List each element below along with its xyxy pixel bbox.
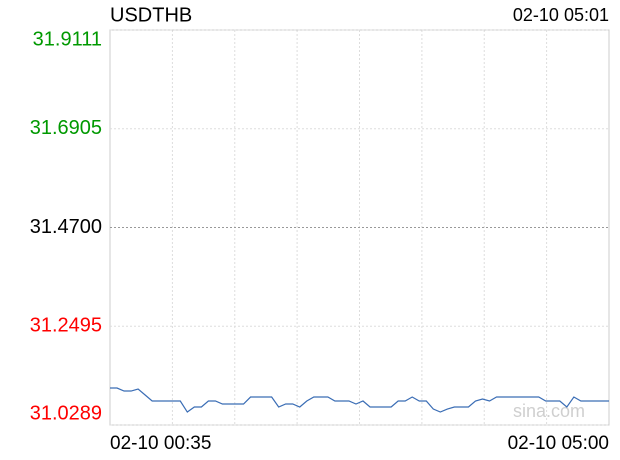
watermark: sina.com [513, 401, 585, 421]
y-tick-label: 31.9111 [33, 28, 102, 50]
y-tick-label: 31.6905 [30, 117, 102, 139]
x-tick-label: 02-10 05:00 [508, 433, 609, 454]
timestamp: 02-10 05:01 [513, 5, 609, 25]
y-tick-label: 31.2495 [30, 315, 102, 337]
chart-title: USDTHB [110, 4, 192, 26]
price-line [110, 387, 609, 413]
x-tick-label: 02-10 00:35 [110, 433, 211, 454]
y-tick-label: 31.0289 [30, 402, 102, 424]
y-tick-label: 31.4700 [30, 216, 102, 238]
